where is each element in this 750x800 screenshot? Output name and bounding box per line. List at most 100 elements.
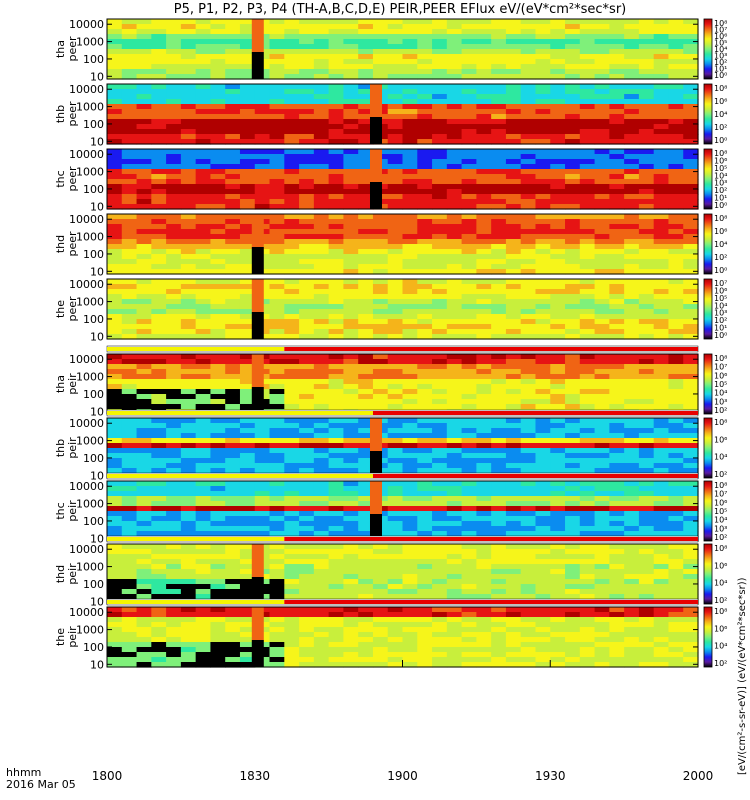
heatmap-cell [299, 496, 315, 502]
heatmap-cell [565, 617, 581, 623]
heatmap-cell [402, 632, 418, 638]
heatmap-cell [565, 622, 581, 628]
heatmap-cell [432, 204, 448, 210]
heatmap-cell [461, 491, 477, 497]
heatmap-cell [136, 279, 152, 285]
heatmap-cell [299, 99, 315, 105]
heatmap-cell [180, 564, 197, 570]
heatmap-cell [343, 59, 359, 65]
heatmap-cell [668, 239, 684, 245]
heatmap-cell [107, 289, 123, 295]
heatmap-cell [299, 516, 315, 522]
heatmap-cell [284, 199, 300, 205]
heatmap-cell [299, 299, 315, 305]
y-tick-label: 10 [90, 532, 104, 545]
heatmap-cell [166, 149, 182, 155]
heatmap-cell [579, 574, 596, 580]
heatmap-cell [520, 74, 537, 80]
heatmap-cell [107, 314, 123, 320]
heatmap-cell [239, 49, 256, 55]
heatmap-cell [284, 319, 300, 325]
heatmap-cell [136, 304, 152, 310]
heatmap-cell [180, 124, 197, 130]
heatmap-cell [239, 443, 256, 449]
heatmap-cell [225, 99, 241, 105]
heatmap-cell [491, 544, 507, 550]
heatmap-cell [195, 501, 212, 507]
heatmap-cell [313, 468, 330, 474]
heatmap-cell [299, 149, 315, 155]
heatmap-cell [432, 139, 448, 145]
heatmap-cell [683, 169, 699, 175]
heatmap-cell [683, 239, 699, 245]
heatmap-cell [372, 574, 389, 580]
heatmap-cell [594, 359, 610, 365]
heatmap-cell [269, 159, 285, 165]
heatmap-cell [417, 94, 433, 100]
heatmap-cell [254, 109, 271, 115]
heatmap-cell [461, 114, 477, 120]
heatmap-cell [505, 559, 522, 565]
heatmap-cell [180, 501, 197, 507]
heatmap-cell [195, 594, 212, 600]
heatmap-cell [417, 169, 433, 175]
heatmap-cell [239, 564, 256, 570]
heatmap-cell [107, 39, 123, 45]
heatmap-cell [372, 399, 389, 405]
heatmap-cell [550, 24, 566, 30]
heatmap-cell [166, 501, 182, 507]
heatmap-cell [195, 453, 212, 459]
heatmap-cell [476, 453, 492, 459]
heatmap-cell [565, 124, 581, 130]
heatmap-cell [166, 448, 182, 454]
heatmap-cell [269, 379, 285, 385]
heatmap-cell [609, 94, 625, 100]
heatmap-cell [372, 244, 389, 250]
heatmap-cell [638, 154, 655, 160]
colorbar-tick-label: 10⁶ [714, 286, 727, 295]
heatmap-cell [417, 379, 433, 385]
heatmap-cell [446, 104, 463, 110]
heatmap-cell [432, 194, 448, 200]
heatmap-cell [284, 399, 300, 405]
heatmap-cell [609, 49, 625, 55]
heatmap-cell [565, 544, 581, 550]
heatmap-cell [683, 521, 699, 527]
heatmap-cell [121, 49, 138, 55]
heatmap-cell [284, 154, 300, 160]
heatmap-cell [461, 617, 477, 623]
heatmap-cell [550, 334, 566, 340]
heatmap-cell [210, 564, 226, 570]
heatmap-cell [166, 486, 182, 492]
heatmap-cell [387, 159, 404, 165]
heatmap-cell [683, 84, 699, 90]
heatmap-cell [136, 364, 152, 370]
heatmap-cell [151, 559, 167, 565]
heatmap-cell [402, 374, 418, 380]
heatmap-cell [520, 516, 537, 522]
panel-the-peer: 10100100010000thepeer10⁷10⁶10⁵10⁴10³10²1… [54, 278, 727, 343]
heatmap-cell [653, 254, 670, 260]
heatmap-cell [432, 569, 448, 575]
heatmap-cell [343, 374, 359, 380]
heatmap-cell [210, 594, 226, 600]
heatmap-cell [535, 428, 551, 434]
heatmap-cell [683, 94, 699, 100]
heatmap-cell [446, 244, 463, 250]
heatmap-cell [491, 481, 507, 487]
heatmap-cell [579, 584, 596, 590]
heatmap-cell [624, 189, 640, 195]
heatmap-cell [299, 174, 315, 180]
heatmap-cell [180, 448, 197, 454]
heatmap-cell [343, 657, 359, 663]
heatmap-cell [299, 54, 315, 60]
heatmap-cell [683, 244, 699, 250]
heatmap-cell [624, 134, 640, 140]
heatmap-cell [491, 501, 507, 507]
heatmap-cell [638, 384, 655, 390]
heatmap-cell [594, 109, 610, 115]
heatmap-cell [387, 184, 404, 190]
heatmap-cell [624, 394, 640, 400]
y-tick-label: 100 [83, 388, 104, 401]
